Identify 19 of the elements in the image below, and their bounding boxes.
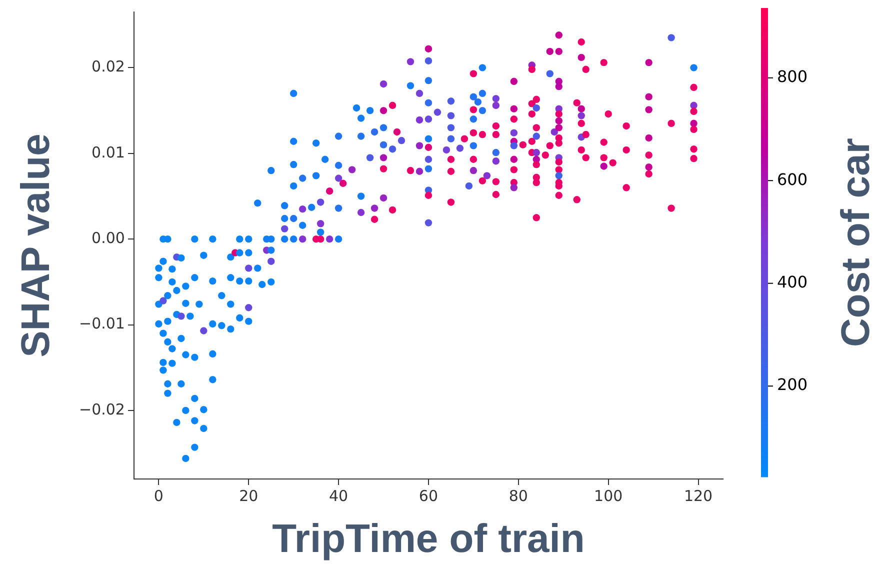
x-axis-title: TripTime of train xyxy=(272,517,585,562)
x-tick-label: 40 xyxy=(329,486,348,505)
y-tick-label: 0.00 xyxy=(92,228,125,247)
color-bar-label: 200 xyxy=(777,375,808,394)
y-tick-label: −0.01 xyxy=(79,314,125,333)
y-tick-label: 0.02 xyxy=(92,58,125,76)
color-bar-title: Cost of car xyxy=(834,138,878,347)
x-tick-label: 100 xyxy=(594,486,623,505)
y-tick-label: −0.02 xyxy=(79,400,125,418)
y-tick-label: 0.01 xyxy=(92,143,125,162)
x-tick-label: 80 xyxy=(508,486,528,505)
color-bar-label: 600 xyxy=(777,170,808,189)
y-axis-title: SHAP value xyxy=(14,134,58,358)
x-tick-label: 120 xyxy=(684,486,713,505)
x-tick-label: 20 xyxy=(239,486,258,505)
color-bar-label: 800 xyxy=(777,67,808,86)
color-bar-label: 400 xyxy=(777,272,808,292)
x-tick-label: 60 xyxy=(418,486,438,505)
x-tick-label: 0 xyxy=(154,486,164,505)
